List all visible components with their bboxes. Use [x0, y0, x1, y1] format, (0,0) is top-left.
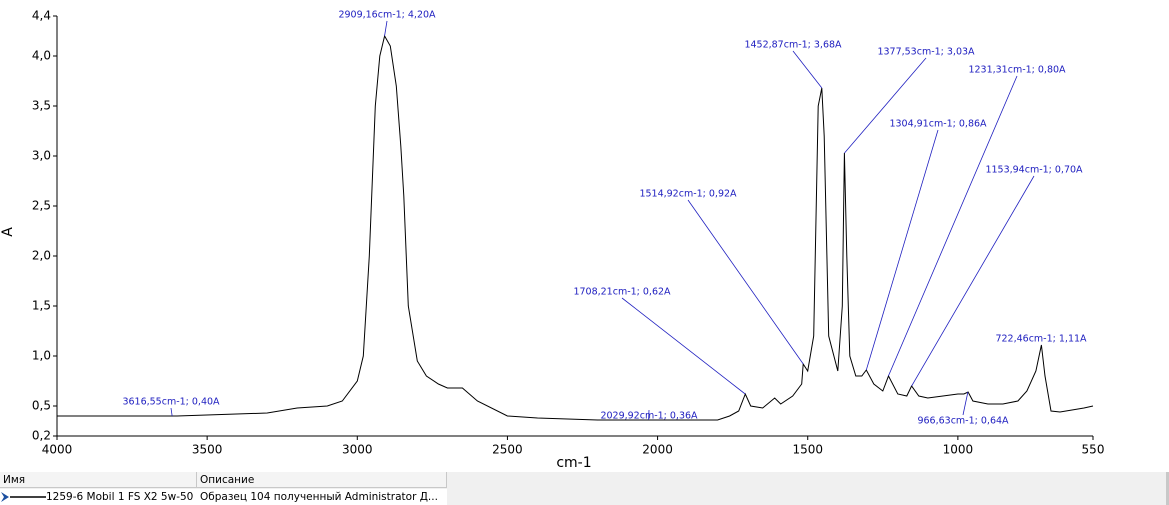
- annotation-label: 1708,21cm-1; 0,62A: [573, 287, 671, 298]
- x-axis-label: cm-1: [556, 455, 591, 471]
- y-tick-label: 4,4: [32, 9, 51, 23]
- annotation-label: 3616,55cm-1; 0,40A: [122, 397, 220, 408]
- annotation-label: 1452,87cm-1; 3,68A: [744, 40, 842, 51]
- annotation-leader: [792, 50, 823, 89]
- y-axis-label: A: [0, 227, 16, 237]
- y-tick-label: 3,5: [32, 99, 51, 113]
- annotation-label: 1377,53cm-1; 3,03A: [877, 47, 975, 58]
- annotation-leader: [962, 391, 969, 416]
- y-tick-label: 2,0: [32, 249, 51, 263]
- annotation-label: 1153,94cm-1; 0,70A: [985, 165, 1083, 176]
- name-cell[interactable]: 1259-6 Mobil 1 FS X2 5w-50: [0, 489, 197, 505]
- annotation-label: 722,46cm-1; 1,11A: [995, 334, 1087, 345]
- chart: A cm-1 0,2 0,5 1,0 1,5 2,0 2,5 3,0 3,5 4,0 4,4 400…: [0, 9, 1105, 472]
- header-cell: Описание: [197, 472, 447, 488]
- x-tick-label: 2500: [492, 443, 523, 457]
- legend-table: Имя Описание 1259-6 Mobil 1 FS X2 5w-50 …: [0, 472, 1169, 505]
- x-tick-label: 3000: [342, 443, 373, 457]
- y-tick-label: 4,0: [32, 49, 51, 63]
- y-tick-label: 0,2: [32, 429, 51, 443]
- annotation-label: 2909,16cm-1; 4,20A: [338, 10, 436, 21]
- y-tick-label: 2,5: [32, 199, 51, 213]
- series-swatch: [1, 492, 46, 502]
- x-tick-label: 1000: [943, 443, 974, 457]
- annotation-label: 966,63cm-1; 0,64A: [917, 416, 1009, 427]
- header-cell: Имя: [0, 472, 197, 488]
- y-tick-label: 1,0: [32, 349, 51, 363]
- annotation-label: 1231,31cm-1; 0,80A: [968, 65, 1066, 76]
- annotation-label: 2029,92cm-1; 0,36A: [600, 411, 698, 422]
- x-tick-label: 2000: [642, 443, 673, 457]
- annotation-leader: [687, 199, 804, 365]
- y-tick-label: 3,0: [32, 149, 51, 163]
- annotation-leader: [865, 129, 939, 371]
- annotation-leader: [621, 297, 746, 395]
- annotation-leader: [384, 20, 388, 37]
- description-cell[interactable]: Образец 104 полученный Administrator Д..…: [197, 489, 447, 505]
- y-tick-label: 1,5: [32, 299, 51, 313]
- annotation-label: 1514,92cm-1; 0,92A: [639, 189, 737, 200]
- annotation-leader: [911, 175, 1035, 387]
- x-tick-label: 4000: [42, 443, 73, 457]
- annotation-leader: [844, 57, 927, 154]
- x-tick-label: 3500: [192, 443, 223, 457]
- x-tick-label: 550: [1082, 443, 1105, 457]
- annotation-label: 1304,91cm-1; 0,86A: [889, 119, 987, 130]
- row-arrow: [1, 492, 9, 502]
- annotation-leader: [170, 407, 173, 417]
- x-tick-label: 1500: [792, 443, 823, 457]
- annotation-leader: [888, 75, 1018, 377]
- scrollbar: [1166, 472, 1169, 505]
- y-tick-label: 0,5: [32, 399, 51, 413]
- spectrum-line: [57, 34, 1094, 421]
